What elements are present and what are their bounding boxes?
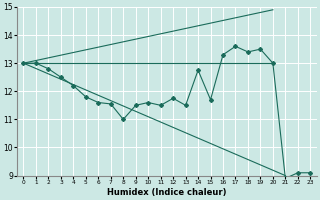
X-axis label: Humidex (Indice chaleur): Humidex (Indice chaleur)	[107, 188, 227, 197]
